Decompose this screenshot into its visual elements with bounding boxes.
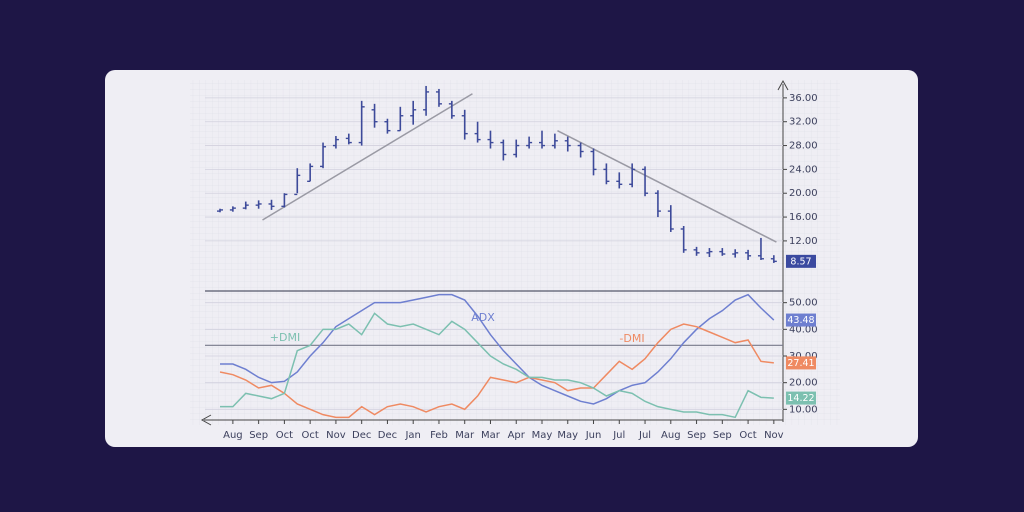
value-badge	[786, 391, 816, 405]
x-tick-label: Sep	[713, 430, 732, 441]
x-tick-label: Mar	[481, 430, 501, 441]
value-badge	[786, 313, 816, 327]
y-axis-arrow	[777, 79, 789, 91]
x-tick-label: Dec	[378, 430, 397, 441]
y-tick-label: 12.00	[789, 236, 818, 247]
y-tick-label: 20.00	[789, 188, 818, 199]
y-tick-label: 50.00	[789, 298, 818, 309]
series-line	[219, 323, 774, 419]
y-tick-label: 40.00	[789, 324, 818, 335]
y-tick-label: 24.00	[789, 164, 818, 175]
x-tick-label: Feb	[430, 430, 448, 441]
y-tick-label: 20.00	[789, 378, 818, 389]
x-axis-arrow	[200, 414, 212, 426]
y-tick-label: 36.00	[789, 93, 818, 104]
series-line	[220, 293, 775, 405]
value-label: 14.22	[787, 393, 814, 404]
x-tick-label: Mar	[455, 430, 475, 441]
x-tick-label: Aug	[661, 430, 681, 441]
value-label: 8.57	[790, 256, 811, 267]
series-line	[220, 312, 774, 419]
y-tick-label: 10.00	[789, 404, 818, 415]
value-label: 43.48	[787, 315, 814, 326]
series-label: +DMI	[270, 331, 300, 344]
x-tick-label: May	[532, 430, 553, 441]
x-tick-label: Jul	[612, 430, 625, 441]
x-tick-label: Sep	[249, 430, 268, 441]
trend-line	[262, 93, 473, 221]
x-tick-label: Jun	[585, 430, 602, 441]
x-tick-label: Oct	[739, 430, 756, 441]
minor-grid	[190, 80, 840, 425]
x-tick-label: Dec	[352, 430, 371, 441]
value-badge	[786, 356, 816, 370]
x-tick-label: Jan	[404, 430, 420, 441]
x-tick-label: Aug	[223, 430, 243, 441]
y-tick-label: 16.00	[789, 212, 818, 223]
series-label: ADX	[471, 311, 495, 324]
y-tick-label: 28.00	[789, 141, 818, 152]
plot: 12.00 16.00 20.00 24.00 28.00 32.00 36.00 8.57 1…	[205, 85, 818, 441]
y-tick-label: 32.00	[789, 117, 818, 128]
value-badge	[786, 254, 816, 268]
x-tick-label: Jul	[638, 430, 651, 441]
x-tick-label: Nov	[326, 430, 346, 441]
x-tick-label: May	[557, 430, 578, 441]
x-tick-label: Oct	[302, 430, 319, 441]
x-tick-label: Oct	[276, 430, 293, 441]
x-tick-label: Apr	[508, 430, 526, 441]
series-label: -DMI	[619, 332, 644, 345]
x-tick-label: Nov	[764, 430, 784, 441]
value-label: 27.41	[787, 358, 814, 369]
x-tick-label: Sep	[687, 430, 706, 441]
